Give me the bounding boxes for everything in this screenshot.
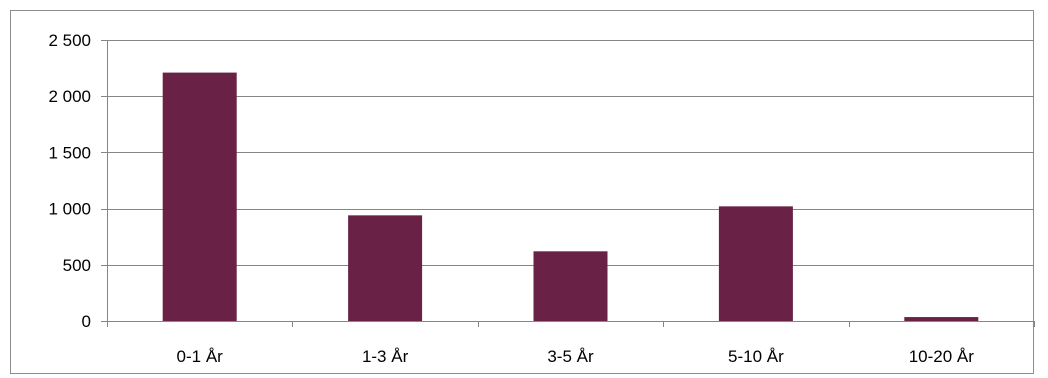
bar-3-5-År <box>533 251 608 321</box>
x-tick-label: 5-10 År <box>728 347 784 366</box>
gridlines <box>107 40 1034 266</box>
y-tick-label: 1 000 <box>48 200 91 219</box>
bars <box>162 72 979 321</box>
y-tick-label: 2 000 <box>48 87 91 106</box>
bar-0-1-År <box>162 72 237 321</box>
y-tick-label: 2 500 <box>48 31 91 50</box>
x-tick-label: 10-20 År <box>909 347 975 366</box>
y-tick-label: 0 <box>82 312 91 331</box>
bar-10-20-År <box>904 317 979 321</box>
y-tick-label: 500 <box>63 256 91 275</box>
tick-labels: 0 500 1 000 1 500 2 000 2 500 0-1 År 1-3 År 3-5 … <box>48 31 974 366</box>
bar-5-10-År <box>718 206 793 321</box>
bar-1-3-År <box>348 215 423 321</box>
x-tick-label: 3-5 År <box>547 347 594 366</box>
y-tick-label: 1 500 <box>48 143 91 162</box>
x-tick-label: 0-1 År <box>177 347 224 366</box>
x-tick-label: 1-3 År <box>362 347 409 366</box>
axes <box>101 40 1035 327</box>
